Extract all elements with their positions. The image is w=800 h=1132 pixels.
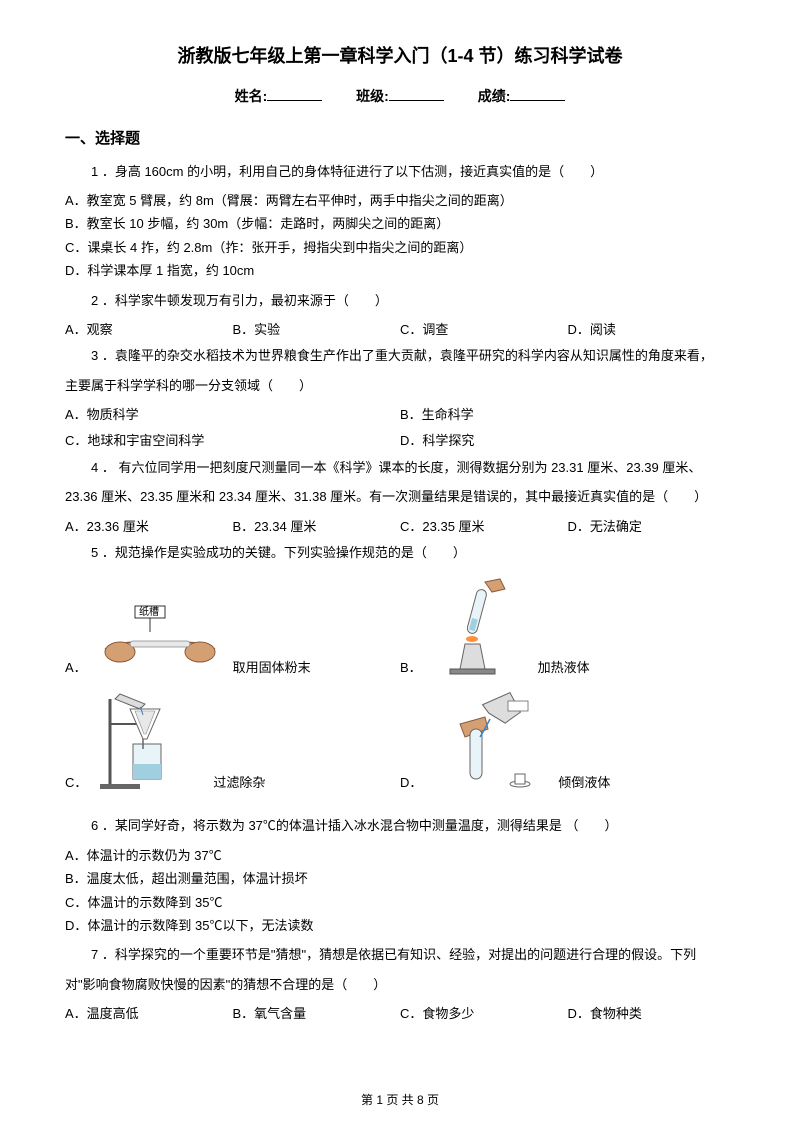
q7-options: A．温度高低 B．氧气含量 C．食物多少 D．食物种类 xyxy=(65,1002,735,1025)
name-label: 姓名: xyxy=(235,88,268,104)
q7-opt-d: D．食物种类 xyxy=(568,1002,736,1025)
q5-opt-c-wrap: C． 过滤除杂 xyxy=(65,689,400,794)
q5-opt-d-wrap: D． 倾倒液体 xyxy=(400,689,735,794)
q5-figure-d xyxy=(430,689,550,794)
q5-a-text: 取用固体粉末 xyxy=(233,656,311,679)
q2-opt-b: B．实验 xyxy=(233,318,401,341)
q1-opt-c: C．课桌长 4 拃，约 2.8m（拃：张开手，拇指尖到中指尖之间的距离） xyxy=(65,236,735,259)
question-1: 1 ．身高 160cm 的小明，利用自己的身体特征进行了以下估测，接近真实值的是… xyxy=(65,160,735,183)
q6-options: A．体温计的示数仍为 37℃ B．温度太低，超出测量范围，体温计损坏 C．体温计… xyxy=(65,844,735,938)
q7-opt-c: C．食物多少 xyxy=(400,1002,568,1025)
q5-figure-a: 纸槽 xyxy=(95,594,225,679)
student-info: 姓名: 班级: 成绩: xyxy=(65,84,735,109)
q5-b-label: B． xyxy=(400,656,422,679)
heating-liquid-icon xyxy=(430,574,530,679)
question-6: 6 ．某同学好奇，将示数为 37℃的体温计插入冰水混合物中测量温度，测得结果是 … xyxy=(65,814,735,837)
q1-opt-a: A．教室宽 5 臂展，约 8m（臂展：两臂左右平伸时，两手中指尖之间的距离） xyxy=(65,189,735,212)
q7-opt-b: B．氧气含量 xyxy=(233,1002,401,1025)
question-4-cont: 23.36 厘米、23.35 厘米和 23.34 厘米、31.38 厘米。有一次… xyxy=(65,485,735,508)
q4-options: A．23.36 厘米 B．23.34 厘米 C．23.35 厘米 D．无法确定 xyxy=(65,515,735,538)
page-footer: 第 1 页 共 8 页 xyxy=(0,1090,800,1112)
q1-opt-d: D．科学课本厚 1 指宽，约 10cm xyxy=(65,259,735,282)
filter-icon xyxy=(95,689,205,794)
q2-opt-a: A．观察 xyxy=(65,318,233,341)
q2-opt-c: C．调查 xyxy=(400,318,568,341)
q4-opt-d: D．无法确定 xyxy=(568,515,736,538)
q4-opt-c: C．23.35 厘米 xyxy=(400,515,568,538)
q6-opt-b: B．温度太低，超出测量范围，体温计损坏 xyxy=(65,867,735,890)
question-7: 7 ．科学探究的一个重要环节是"猜想"，猜想是依据已有知识、经验，对提出的问题进… xyxy=(65,943,735,966)
score-label: 成绩: xyxy=(478,88,511,104)
q5-opt-a-wrap: A． 纸槽 取用固体粉末 xyxy=(65,574,400,679)
q1-opt-b: B．教室长 10 步幅，约 30m（步幅：走路时，两脚尖之间的距离） xyxy=(65,212,735,235)
q5-c-label: C． xyxy=(65,771,87,794)
paper-trough-label: 纸槽 xyxy=(139,605,159,618)
q5-d-text: 倾倒液体 xyxy=(558,771,610,794)
q6-opt-c: C．体温计的示数降到 35℃ xyxy=(65,891,735,914)
q5-c-text: 过滤除杂 xyxy=(213,771,265,794)
q3-opt-d: D．科学探究 xyxy=(400,429,735,452)
class-label: 班级: xyxy=(356,88,389,104)
question-3-cont: 主要属于科学学科的哪一分支领域（ ） xyxy=(65,374,735,397)
q3-options-1: A．物质科学 B．生命科学 xyxy=(65,403,735,426)
q2-options: A．观察 B．实验 C．调查 D．阅读 xyxy=(65,318,735,341)
class-blank xyxy=(389,100,444,101)
pour-liquid-icon xyxy=(430,689,550,794)
q3-opt-b: B．生命科学 xyxy=(400,403,735,426)
q3-options-2: C．地球和宇宙空间科学 D．科学探究 xyxy=(65,429,735,452)
question-7-cont: 对"影响食物腐败快慢的因素"的猜想不合理的是（ ） xyxy=(65,973,735,996)
q4-opt-a: A．23.36 厘米 xyxy=(65,515,233,538)
q7-opt-a: A．温度高低 xyxy=(65,1002,233,1025)
question-4: 4 ． 有六位同学用一把刻度尺测量同一本《科学》课本的长度，测得数据分别为 23… xyxy=(65,456,735,479)
q3-opt-c: C．地球和宇宙空间科学 xyxy=(65,429,400,452)
q6-opt-a: A．体温计的示数仍为 37℃ xyxy=(65,844,735,867)
q5-d-label: D． xyxy=(400,771,422,794)
q5-figure-b xyxy=(430,574,530,679)
q2-opt-d: D．阅读 xyxy=(568,318,736,341)
q6-opt-d: D．体温计的示数降到 35℃以下，无法读数 xyxy=(65,914,735,937)
question-5: 5 ．规范操作是实验成功的关键。下列实验操作规范的是（ ） xyxy=(65,541,735,564)
powder-scoop-icon: 纸槽 xyxy=(95,594,225,679)
q5-b-text: 加热液体 xyxy=(538,656,590,679)
name-blank xyxy=(267,100,322,101)
q1-options: A．教室宽 5 臂展，约 8m（臂展：两臂左右平伸时，两手中指尖之间的距离） B… xyxy=(65,189,735,283)
q5-image-options: A． 纸槽 取用固体粉末 B． 加热 xyxy=(65,574,735,804)
q5-a-label: A． xyxy=(65,656,87,679)
q5-figure-c xyxy=(95,689,205,794)
q5-opt-b-wrap: B． 加热液体 xyxy=(400,574,735,679)
exam-title: 浙教版七年级上第一章科学入门（1-4 节）练习科学试卷 xyxy=(65,40,735,72)
section-1-title: 一、选择题 xyxy=(65,125,735,152)
question-3: 3 ．袁隆平的杂交水稻技术为世界粮食生产作出了重大贡献，袁隆平研究的科学内容从知… xyxy=(65,344,735,367)
q4-opt-b: B．23.34 厘米 xyxy=(233,515,401,538)
score-blank xyxy=(510,100,565,101)
q3-opt-a: A．物质科学 xyxy=(65,403,400,426)
question-2: 2 ．科学家牛顿发现万有引力，最初来源于（ ） xyxy=(65,289,735,312)
